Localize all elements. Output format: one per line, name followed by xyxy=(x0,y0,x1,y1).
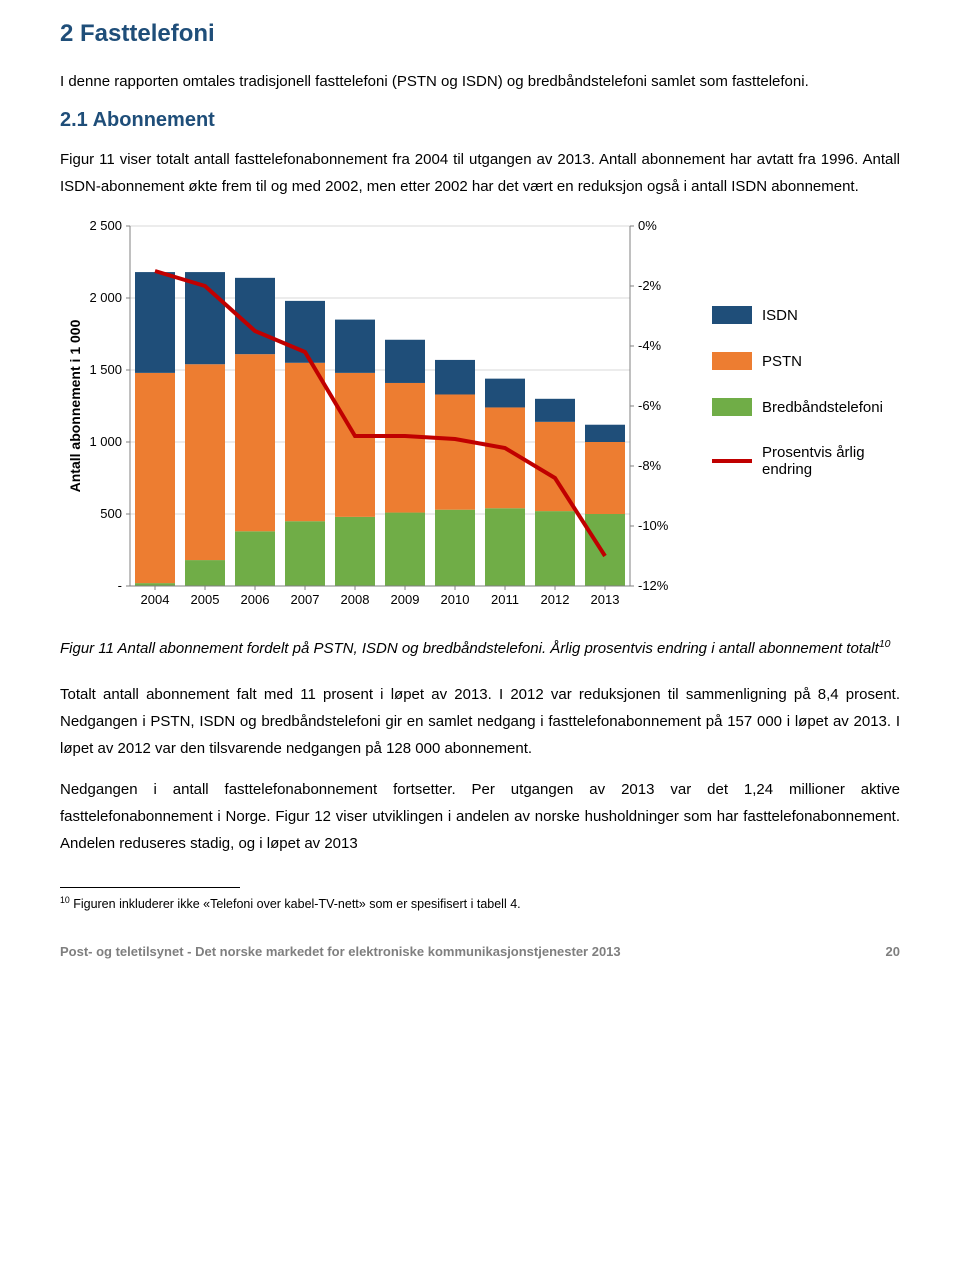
legend-swatch-line xyxy=(712,459,752,463)
legend-item-bredband: Bredbåndstelefoni xyxy=(712,398,900,416)
svg-text:2009: 2009 xyxy=(391,592,420,607)
legend-swatch-isdn xyxy=(712,306,752,324)
svg-text:500: 500 xyxy=(100,506,122,521)
svg-text:2006: 2006 xyxy=(241,592,270,607)
svg-text:2012: 2012 xyxy=(541,592,570,607)
chart-legend: ISDN PSTN Bredbåndstelefoni Prosentvis å… xyxy=(700,216,900,506)
svg-text:0%: 0% xyxy=(638,218,657,233)
footer-right: 20 xyxy=(886,944,900,959)
svg-text:-12%: -12% xyxy=(638,578,669,593)
svg-text:-6%: -6% xyxy=(638,398,662,413)
page-footer: Post- og teletilsynet - Det norske marke… xyxy=(60,944,900,959)
caption-superscript: 10 xyxy=(879,638,891,650)
svg-text:2004: 2004 xyxy=(141,592,170,607)
intro-paragraph: I denne rapporten omtales tradisjonell f… xyxy=(60,68,900,95)
legend-swatch-pstn xyxy=(712,352,752,370)
svg-text:1 000: 1 000 xyxy=(89,434,122,449)
legend-item-line: Prosentvis årlig endring xyxy=(712,444,900,478)
svg-text:1 500: 1 500 xyxy=(89,362,122,377)
footer-left: Post- og teletilsynet - Det norske marke… xyxy=(60,944,621,959)
footnote-separator xyxy=(60,887,240,888)
svg-text:2011: 2011 xyxy=(491,592,519,607)
svg-text:2007: 2007 xyxy=(291,592,320,607)
legend-item-isdn: ISDN xyxy=(712,306,900,324)
caption-text: Figur 11 Antall abonnement fordelt på PS… xyxy=(60,640,879,657)
svg-text:2008: 2008 xyxy=(341,592,370,607)
svg-text:-4%: -4% xyxy=(638,338,662,353)
legend-label-line: Prosentvis årlig endring xyxy=(762,444,900,478)
chart-svg: - 500 1 000 1 500 2 000 2 500 0% -2% -4% -6% -8% -1… xyxy=(60,216,700,616)
paragraph-4: Nedgangen i antall fasttelefonabonnement… xyxy=(60,776,900,857)
svg-text:2 500: 2 500 xyxy=(89,218,122,233)
paragraph-2: Figur 11 viser totalt antall fasttelefon… xyxy=(60,146,900,200)
footnote-text: Figuren inkluderer ikke «Telefoni over k… xyxy=(70,897,521,911)
svg-text:2010: 2010 xyxy=(441,592,470,607)
legend-label-pstn: PSTN xyxy=(762,353,802,370)
svg-text:2 000: 2 000 xyxy=(89,290,122,305)
svg-text:-2%: -2% xyxy=(638,278,662,293)
footnote: 10 Figuren inkluderer ikke «Telefoni ove… xyxy=(60,894,900,914)
legend-swatch-bredband xyxy=(712,398,752,416)
svg-text:-10%: -10% xyxy=(638,518,669,533)
footnote-number: 10 xyxy=(60,895,70,905)
svg-text:-8%: -8% xyxy=(638,458,662,473)
paragraph-3: Totalt antall abonnement falt med 11 pro… xyxy=(60,681,900,762)
svg-text:2013: 2013 xyxy=(591,592,620,607)
svg-text:-: - xyxy=(118,578,122,593)
legend-item-pstn: PSTN xyxy=(712,352,900,370)
chart-container: - 500 1 000 1 500 2 000 2 500 0% -2% -4% -6% -8% -1… xyxy=(60,216,900,616)
legend-label-bredband: Bredbåndstelefoni xyxy=(762,399,883,416)
heading-2: 2.1 Abonnement xyxy=(60,109,900,132)
svg-text:2005: 2005 xyxy=(191,592,220,607)
figure-caption: Figur 11 Antall abonnement fordelt på PS… xyxy=(60,636,900,661)
heading-1: 2 Fasttelefoni xyxy=(60,20,900,48)
svg-text:Antall abonnement i 1 000: Antall abonnement i 1 000 xyxy=(67,319,83,492)
legend-label-isdn: ISDN xyxy=(762,307,798,324)
